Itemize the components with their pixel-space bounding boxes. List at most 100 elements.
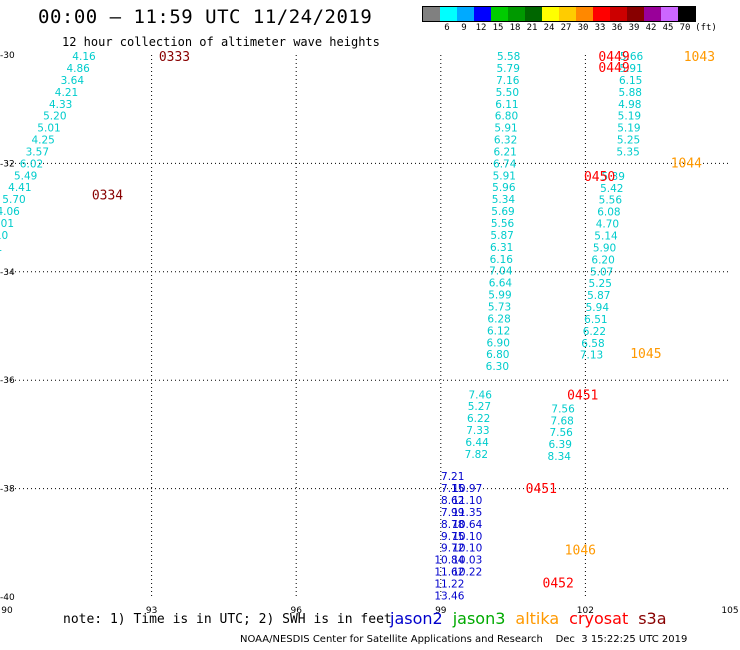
pass-time-label: 0449 (598, 50, 629, 65)
color-scale: 6 9 12 15 18 21 24 27 30 33 36 39 42 45 70 (ft) (422, 6, 717, 34)
pass-time-label: 1045 (630, 347, 661, 362)
wave-height-value: 10.10 (452, 543, 482, 555)
wave-height-value: 5.07 (590, 266, 613, 278)
scale-swatch (661, 7, 678, 21)
credit-line: NOAA/NESDIS Center for Satellite Applica… (240, 634, 688, 645)
altimeter-tracks: 4.164.863.644.214.335.205.014.253.576.02… (0, 51, 644, 602)
scale-swatch (610, 7, 627, 21)
wave-height-value: 10.97 (452, 483, 482, 495)
wave-height-value: 6.80 (486, 349, 509, 361)
pass-time-label: 0333 (159, 50, 190, 65)
wave-height-value: 5.10 (0, 230, 8, 242)
wave-height-value: 5.39 (602, 171, 625, 183)
wave-height-value: 5.56 (491, 218, 515, 230)
wave-height-value: 8.78 (441, 519, 464, 531)
pass-time-label: 1046 (565, 543, 596, 558)
wave-height-value: 5.96 (492, 182, 516, 194)
scale-label: 24 (543, 23, 555, 33)
wave-height-value: 5.35 (616, 146, 639, 158)
scale-swatch (491, 7, 508, 21)
wave-height-value: 5.70 (2, 194, 25, 206)
scale-swatch (678, 7, 695, 21)
footnote: note: 1) Time is in UTC; 2) SWH is in fe… (63, 612, 392, 627)
wave-height-value: 5.49 (14, 170, 37, 182)
pass-time-label: 0449 (598, 61, 629, 76)
lon-tick-label: 99 (435, 606, 447, 616)
wave-height-value: 7.15 (441, 483, 464, 495)
wave-height-value: 9.75 (441, 531, 464, 543)
wave-height-value: 6.51 (584, 314, 607, 326)
wave-height-value: 5.19 (618, 111, 641, 123)
wave-height-value: 6.16 (490, 254, 514, 266)
wave-height-value: 5.01 (0, 218, 14, 230)
wave-height-value: 7.13 (580, 350, 603, 362)
pass-time-label: 0452 (543, 576, 574, 591)
wave-height-value: 11.10 (452, 495, 482, 507)
wave-height-value: 5.94 (586, 302, 610, 314)
wave-height-value: 7.21 (441, 471, 464, 483)
wave-height-value: 5.91 (619, 63, 642, 75)
scale-unit: (ft) (695, 23, 717, 33)
wave-height-value: 6.28 (487, 313, 510, 325)
color-scale-labels: 6 9 12 15 18 21 24 27 30 33 36 39 42 45 70 (ft) (422, 22, 717, 34)
wave-height-value: 6.11 (495, 99, 518, 111)
wave-height-value: 4.06 (0, 206, 20, 218)
map-grid (7, 55, 730, 597)
track-1044: 5.395.425.566.084.705.145.906.205.075.25… (580, 171, 625, 362)
wave-height-value: 10.64 (452, 519, 482, 531)
track-1043: 5.665.916.155.884.985.195.195.255.35 (616, 51, 643, 158)
track-0451b: 7.217.158.627.998.789.759.7210.8411.6211… (434, 471, 464, 602)
map-axes: 90 93 96 99 102 105 -30 -32 -34 -36 -38 -40 (0, 51, 739, 616)
wave-height-value: 7.04 (489, 266, 513, 278)
legend-item-altika: altika (515, 609, 560, 628)
wave-height-value: 7.33 (466, 425, 489, 437)
wave-height-value: 10.10 (452, 531, 482, 543)
wave-height-value: 6.15 (619, 75, 642, 87)
wave-height-value: 4.98 (618, 99, 641, 111)
scale-label: 45 (662, 23, 674, 33)
wave-height-value: 6.30 (486, 361, 509, 373)
wave-height-value: 6.31 (490, 242, 513, 254)
lon-tick-label: 96 (290, 606, 302, 616)
legend-item-jason3: jason3 (452, 609, 506, 628)
wave-height-value: 6.64 (489, 278, 513, 290)
wave-height-value: 7.68 (550, 415, 573, 427)
scale-swatch (559, 7, 576, 21)
wave-height-value: 5.34 (492, 194, 516, 206)
wave-height-value: 10.84 (434, 555, 464, 567)
wave-height-value: 5.61 (0, 242, 2, 254)
wave-height-value: 5.25 (589, 278, 612, 290)
scale-label: 30 (577, 23, 589, 33)
page-title: 00:00 – 11:59 UTC 11/24/2019 (38, 6, 373, 28)
lat-tick-label: -38 (0, 485, 15, 495)
scale-label: 27 (560, 23, 572, 33)
wave-height-value: 5.91 (494, 123, 517, 135)
wave-height-value: 11.62 (434, 567, 464, 579)
wave-height-value: 5.20 (43, 111, 66, 123)
wave-height-value: 6.32 (494, 135, 517, 147)
wave-height-value: 6.80 (495, 111, 518, 123)
satellite-legend: jason2 jason3 altika cryosat s3a (390, 609, 677, 628)
lat-tick-label: -40 (0, 593, 15, 603)
legend-item-jason2: jason2 (390, 609, 443, 628)
scale-label: 36 (611, 23, 623, 33)
wave-height-value: 4.41 (8, 182, 31, 194)
wave-height-value: 6.02 (20, 158, 43, 170)
wave-height-value: 7.99 (441, 507, 464, 519)
wave-height-value: 4.25 (31, 135, 54, 147)
wave-height-value: 5.88 (619, 87, 642, 99)
scale-swatch (627, 7, 644, 21)
wave-height-value: 5.69 (491, 206, 514, 218)
wave-height-value: 5.25 (617, 135, 640, 147)
lat-tick-label: -36 (0, 376, 15, 386)
wave-height-value: 5.90 (593, 242, 616, 254)
wave-height-value: 5.79 (497, 63, 520, 75)
wave-height-value: 3.57 (26, 146, 49, 158)
wave-height-value: 11.35 (452, 507, 482, 519)
wave-height-value: 4.86 (66, 63, 90, 75)
legend-item-s3a: s3a (638, 609, 667, 628)
wave-height-value: 5.56 (599, 195, 623, 207)
scale-label: 33 (594, 23, 606, 33)
